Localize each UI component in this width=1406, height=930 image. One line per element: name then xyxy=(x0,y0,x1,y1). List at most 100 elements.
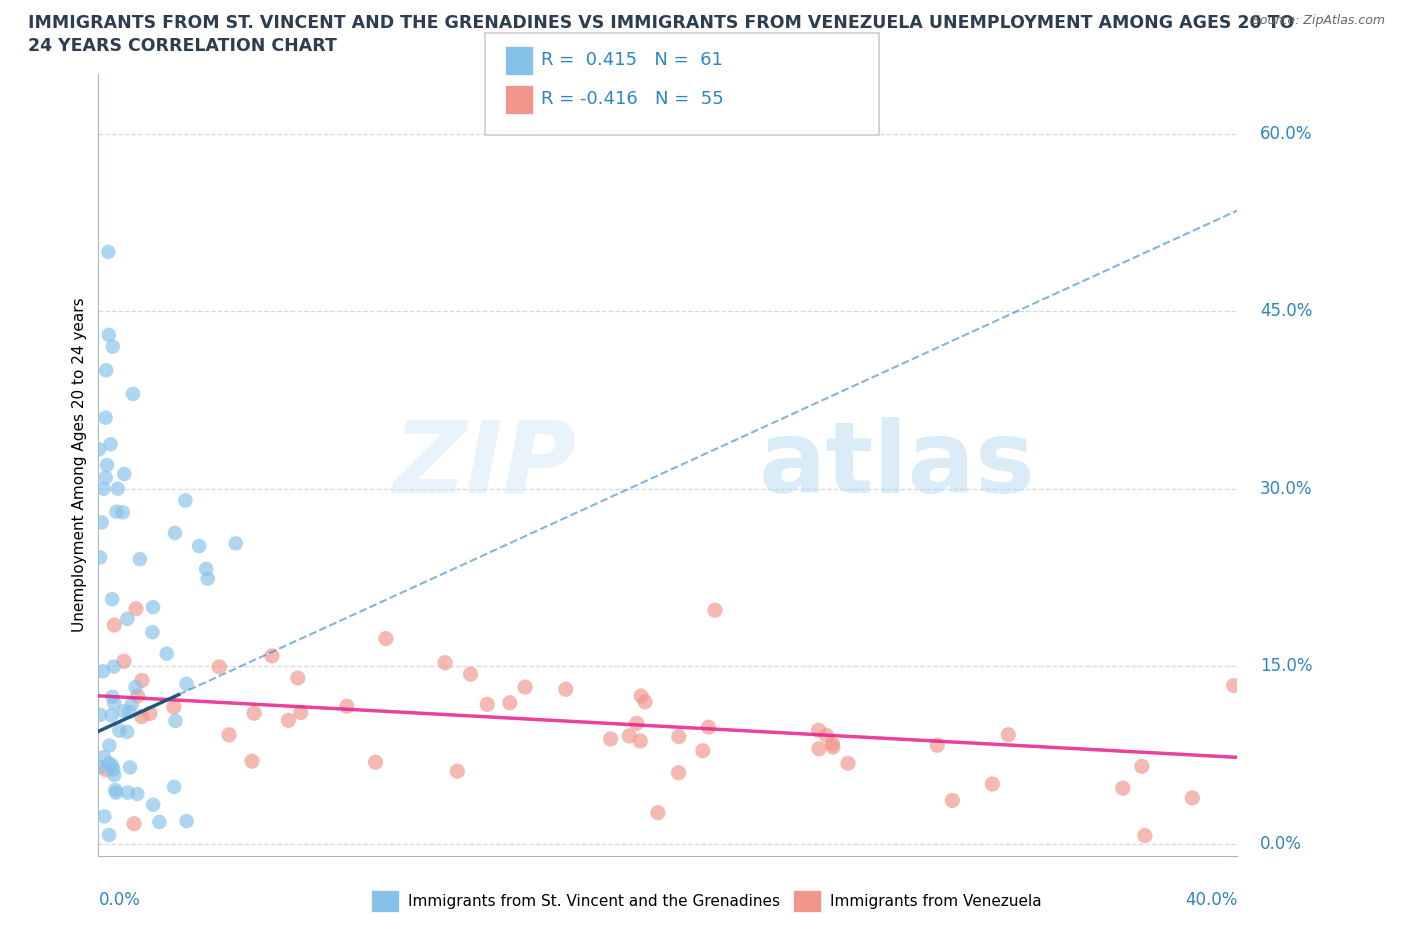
Point xyxy=(807,741,830,756)
Point xyxy=(89,708,111,723)
Text: ZIP: ZIP xyxy=(394,417,576,513)
Point xyxy=(122,387,145,402)
Point xyxy=(981,777,1004,791)
Point xyxy=(142,797,165,812)
Point xyxy=(163,779,186,794)
Point xyxy=(619,728,641,743)
Point xyxy=(260,648,283,663)
Text: 24 YEARS CORRELATION CHART: 24 YEARS CORRELATION CHART xyxy=(28,37,337,55)
Point xyxy=(626,716,648,731)
Point xyxy=(103,767,125,782)
Point xyxy=(287,671,309,685)
Point xyxy=(927,737,949,752)
Point xyxy=(100,708,122,723)
Text: 40.0%: 40.0% xyxy=(1185,891,1237,909)
Point xyxy=(93,481,115,496)
Point xyxy=(125,602,148,617)
Point xyxy=(94,410,117,425)
Point xyxy=(87,442,110,457)
Point xyxy=(499,696,522,711)
Point xyxy=(195,562,218,577)
Point xyxy=(103,618,125,632)
Point xyxy=(446,764,468,778)
Point xyxy=(93,809,115,824)
Text: atlas: atlas xyxy=(759,417,1036,513)
Point xyxy=(142,600,165,615)
Point xyxy=(599,732,621,747)
Point xyxy=(105,504,128,519)
Point xyxy=(96,763,118,777)
Point xyxy=(1130,759,1153,774)
Point xyxy=(101,689,124,704)
Point xyxy=(554,682,576,697)
Point xyxy=(807,723,830,737)
Point xyxy=(105,785,128,800)
Point xyxy=(118,760,141,775)
Point xyxy=(121,697,143,711)
Point xyxy=(124,680,146,695)
Point xyxy=(174,493,197,508)
Point xyxy=(156,646,179,661)
Text: IMMIGRANTS FROM ST. VINCENT AND THE GRENADINES VS IMMIGRANTS FROM VENEZUELA UNEM: IMMIGRANTS FROM ST. VINCENT AND THE GREN… xyxy=(28,14,1295,32)
Text: 0.0%: 0.0% xyxy=(1260,835,1302,853)
Point xyxy=(97,245,120,259)
Point xyxy=(1222,678,1244,693)
Point xyxy=(122,817,145,831)
Point xyxy=(148,815,170,830)
Point xyxy=(692,743,714,758)
Point xyxy=(128,551,150,566)
Point xyxy=(188,538,211,553)
Text: 30.0%: 30.0% xyxy=(1260,480,1313,498)
Point xyxy=(163,525,186,540)
Point xyxy=(108,724,131,738)
Point xyxy=(165,713,187,728)
Point xyxy=(208,659,231,674)
Text: 15.0%: 15.0% xyxy=(1260,658,1313,675)
Point xyxy=(513,680,536,695)
Point xyxy=(460,667,482,682)
Point xyxy=(127,787,149,802)
Point xyxy=(131,673,153,688)
Point xyxy=(941,793,963,808)
Point xyxy=(697,720,720,735)
Point xyxy=(91,664,114,679)
Point xyxy=(112,654,135,669)
Point xyxy=(118,704,141,719)
Point xyxy=(1133,828,1156,843)
Point xyxy=(821,737,844,751)
Point xyxy=(141,625,163,640)
Point xyxy=(668,729,690,744)
Point xyxy=(127,688,149,703)
Point xyxy=(821,739,844,754)
Point xyxy=(668,765,690,780)
Point xyxy=(837,756,859,771)
Point xyxy=(103,659,125,674)
Point xyxy=(336,698,359,713)
Point xyxy=(997,727,1019,742)
Point xyxy=(96,458,118,472)
Point xyxy=(628,734,651,749)
Point xyxy=(104,782,127,797)
Point xyxy=(89,550,111,565)
Point xyxy=(98,828,121,843)
Point xyxy=(630,688,652,703)
Point xyxy=(97,327,120,342)
Point xyxy=(704,603,727,618)
Point xyxy=(176,814,198,829)
Point xyxy=(94,470,117,485)
Text: Source: ZipAtlas.com: Source: ZipAtlas.com xyxy=(1251,14,1385,27)
Point xyxy=(1181,790,1204,805)
Point xyxy=(197,571,219,586)
Point xyxy=(290,705,312,720)
Point xyxy=(477,697,499,711)
Point xyxy=(107,481,129,496)
Text: 45.0%: 45.0% xyxy=(1260,302,1312,320)
Point xyxy=(90,515,112,530)
Point xyxy=(218,727,240,742)
Point xyxy=(101,591,124,606)
Point xyxy=(98,738,121,753)
Point xyxy=(647,805,669,820)
Text: R = -0.416   N =  55: R = -0.416 N = 55 xyxy=(541,89,724,108)
Point xyxy=(364,755,387,770)
Point xyxy=(139,706,162,721)
